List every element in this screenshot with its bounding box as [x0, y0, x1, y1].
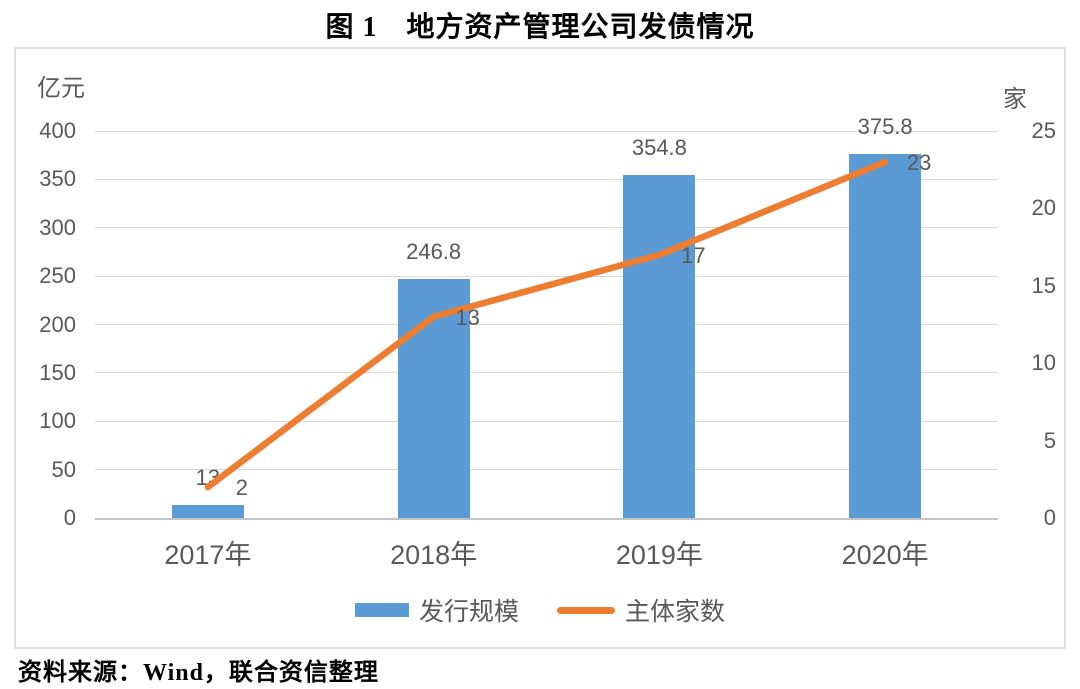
line-data-label: 23 [906, 149, 932, 175]
left-axis-tick: 400 [39, 118, 76, 143]
x-axis-label: 2018年 [390, 540, 478, 570]
left-axis-tick: 150 [39, 359, 76, 385]
right-axis-tick: 5 [1043, 427, 1056, 453]
bar-data-label: 13 [195, 465, 221, 491]
right-axis-tick: 15 [1031, 272, 1056, 298]
right-axis-tick: 10 [1031, 350, 1056, 376]
left-axis-title: 亿元 [37, 75, 85, 102]
left-axis-tick: 50 [51, 456, 76, 482]
line-data-label: 13 [455, 304, 480, 330]
x-axis-label: 2020年 [841, 540, 929, 570]
legend-item: 发行规模 [354, 592, 519, 628]
bar [171, 505, 244, 518]
bar-data-label: 375.8 [857, 114, 913, 140]
bar-data-label: 246.8 [406, 239, 462, 265]
legend-bar-swatch-icon [354, 603, 409, 617]
right-axis-tick: 25 [1031, 118, 1056, 143]
line-data-label: 2 [235, 475, 248, 501]
left-axis-tick: 350 [39, 166, 76, 192]
right-axis-tick: 0 [1043, 505, 1056, 530]
gridline [95, 130, 998, 132]
right-axis-title: 家 [1003, 86, 1027, 113]
x-axis-label: 2017年 [164, 540, 252, 570]
x-axis-line [95, 517, 998, 520]
right-axis-tick: 20 [1031, 195, 1056, 221]
line-data-label: 17 [681, 242, 706, 268]
legend-line-swatch-icon [557, 606, 615, 614]
left-axis-tick: 100 [39, 408, 76, 434]
left-axis-tick: 300 [39, 214, 76, 240]
legend-label: 主体家数 [625, 598, 726, 626]
chart-title: 图 1 地方资产管理公司发债情况 [325, 12, 755, 43]
bar [849, 154, 922, 518]
source-note: 资料来源：Wind，联合资信整理 [18, 660, 379, 686]
left-axis-tick: 0 [63, 505, 76, 530]
legend-item: 主体家数 [557, 592, 725, 628]
x-axis-label: 2019年 [615, 540, 703, 570]
left-axis-tick: 200 [39, 311, 76, 337]
bar [623, 174, 696, 518]
legend: 发行规模 主体家数 [0, 592, 1080, 628]
left-axis-tick: 250 [39, 263, 76, 289]
bar-data-label: 354.8 [631, 134, 687, 160]
legend-label: 发行规模 [418, 598, 519, 626]
